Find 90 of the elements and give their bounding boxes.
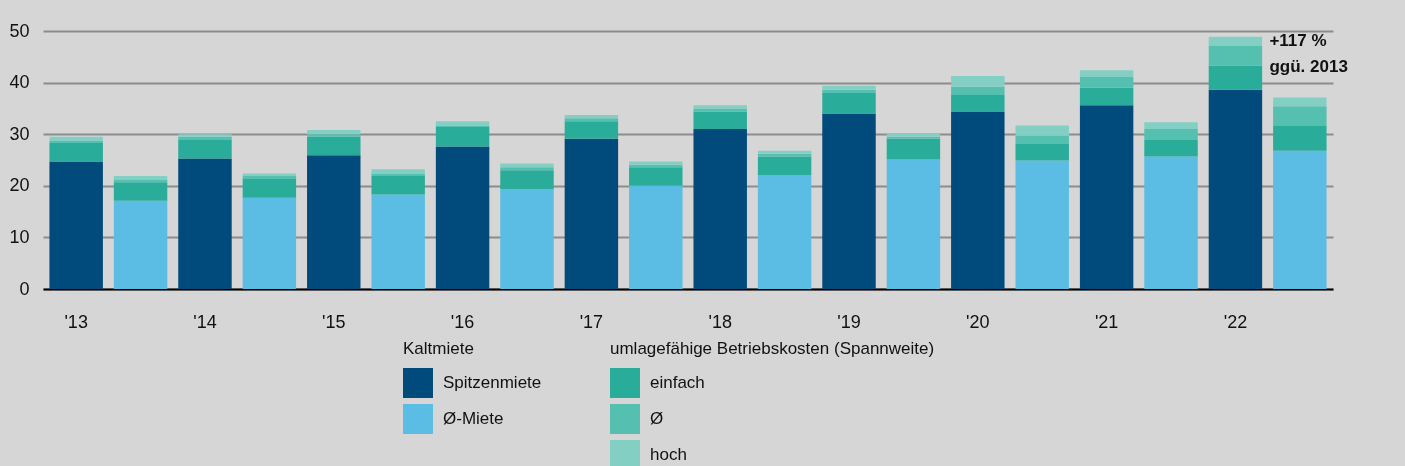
bar <box>1079 76 1134 88</box>
y-tick-label: 0 <box>19 278 30 299</box>
bar <box>822 85 876 90</box>
bar <box>1015 125 1069 136</box>
bar <box>564 121 619 139</box>
x-tick-label: '15 <box>322 311 346 332</box>
bar <box>242 197 297 289</box>
x-tick-label: '16 <box>450 311 475 332</box>
bar <box>1079 70 1134 77</box>
bar <box>1208 36 1263 46</box>
legend-label: einfach <box>650 373 705 392</box>
bar <box>886 138 941 160</box>
bar <box>822 113 876 289</box>
bar <box>822 89 876 93</box>
bar <box>822 92 876 114</box>
bar <box>629 167 683 186</box>
bar <box>1273 125 1327 151</box>
bar <box>49 161 103 289</box>
bar <box>307 134 361 137</box>
bar <box>49 142 103 162</box>
bar <box>307 130 361 135</box>
y-tick-label: 50 <box>9 20 30 41</box>
x-tick-label: '19 <box>837 311 861 332</box>
bar <box>113 176 168 181</box>
bar <box>951 111 1005 289</box>
y-tick-label: 40 <box>9 72 30 93</box>
bar <box>1015 135 1069 144</box>
bar <box>1208 89 1263 289</box>
y-tick-label: 10 <box>9 226 30 247</box>
x-tick-label: '17 <box>579 311 604 332</box>
x-tick-label: '22 <box>1223 311 1248 332</box>
bar <box>1144 156 1198 289</box>
bar <box>307 136 361 156</box>
bar <box>1015 160 1069 289</box>
bar <box>500 167 554 171</box>
x-tick-label: '21 <box>1094 311 1119 332</box>
bar <box>113 182 168 201</box>
legend-label: Spitzenmiete <box>443 373 542 392</box>
bar <box>951 94 1005 112</box>
bar <box>951 86 1005 95</box>
bar <box>178 158 232 289</box>
bar <box>500 170 554 189</box>
bar <box>371 173 425 176</box>
bar <box>757 174 812 289</box>
bar <box>371 194 425 289</box>
legend-title: Kaltmiete <box>403 339 474 358</box>
bar <box>693 129 747 289</box>
x-tick-label: '14 <box>193 311 217 332</box>
legend-label: hoch <box>650 445 687 464</box>
bar <box>1273 106 1327 126</box>
y-tick-label: 30 <box>9 123 30 144</box>
bar <box>371 176 425 195</box>
bar <box>693 111 747 130</box>
bar <box>1015 144 1069 161</box>
bar <box>435 121 490 126</box>
bar <box>1079 105 1134 289</box>
bar <box>1144 139 1198 157</box>
bar <box>435 126 490 147</box>
legend-label: Ø <box>650 409 664 428</box>
annotation: +117 % ggü. 2013 <box>1269 30 1348 76</box>
bar <box>1208 45 1263 66</box>
bar <box>178 139 232 159</box>
bar <box>951 75 1005 87</box>
bar <box>242 176 297 180</box>
bar <box>1144 122 1198 130</box>
y-tick-label: 20 <box>9 175 30 196</box>
text: umlagefähige Betriebskosten (Spannweite) <box>610 339 935 358</box>
bar <box>242 179 297 198</box>
bar <box>1273 150 1327 289</box>
bar <box>49 140 103 143</box>
x-tick-label: '18 <box>708 311 732 332</box>
bar <box>242 173 297 176</box>
bar <box>757 156 812 175</box>
bar <box>886 159 941 289</box>
bar <box>564 138 619 289</box>
bar <box>49 136 103 141</box>
bar <box>1208 65 1263 90</box>
bar <box>500 188 554 289</box>
x-tick-label: '13 <box>64 311 88 332</box>
bar <box>113 180 168 183</box>
bar <box>1079 87 1134 106</box>
x-tick-label: '20 <box>966 311 990 332</box>
bar <box>1144 129 1198 140</box>
bar <box>1273 97 1327 107</box>
bar <box>113 200 168 289</box>
bar <box>629 185 683 289</box>
legend-label: Ø-Miete <box>443 409 504 428</box>
bar <box>371 169 425 174</box>
bar <box>435 146 490 289</box>
bar <box>307 155 361 289</box>
